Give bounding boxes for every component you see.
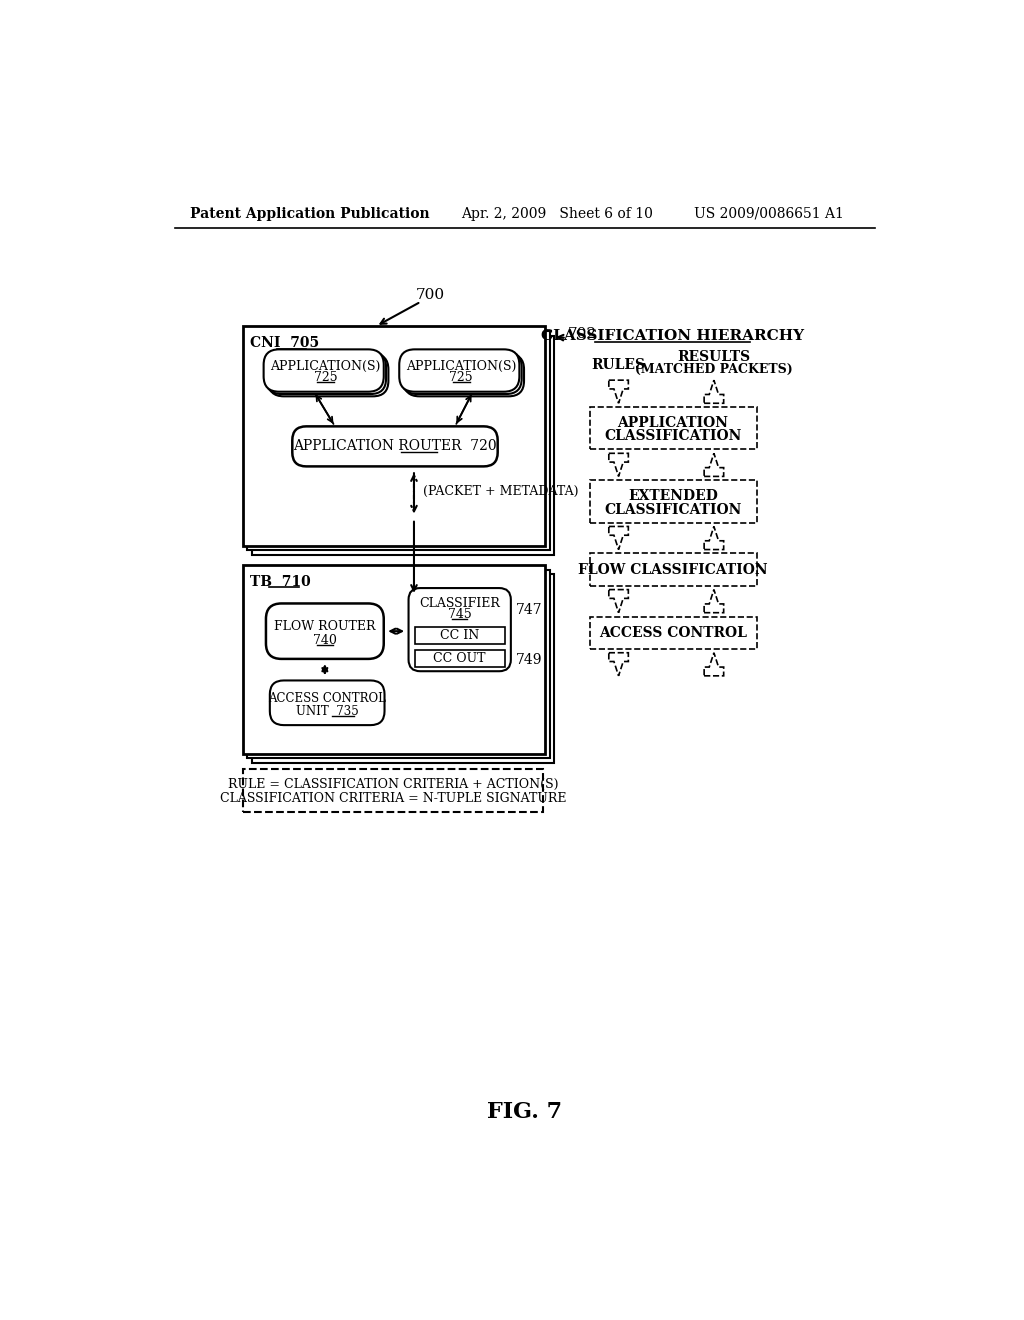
Text: FIG. 7: FIG. 7: [487, 1101, 562, 1122]
FancyBboxPatch shape: [590, 616, 757, 649]
Text: 725: 725: [450, 371, 473, 384]
Text: CLASSIFICATION HIERARCHY: CLASSIFICATION HIERARCHY: [542, 329, 805, 342]
FancyBboxPatch shape: [590, 553, 757, 586]
Text: ACCESS CONTROL: ACCESS CONTROL: [268, 693, 386, 705]
FancyBboxPatch shape: [252, 335, 554, 554]
Text: Patent Application Publication: Patent Application Publication: [190, 207, 430, 220]
FancyBboxPatch shape: [252, 574, 554, 763]
Text: 725: 725: [313, 371, 338, 384]
Text: CC OUT: CC OUT: [433, 652, 486, 665]
Text: 747: 747: [515, 603, 542, 616]
FancyBboxPatch shape: [403, 354, 524, 396]
FancyBboxPatch shape: [243, 770, 544, 812]
Text: UNIT  735: UNIT 735: [296, 705, 358, 718]
FancyBboxPatch shape: [270, 681, 385, 725]
Text: 749: 749: [515, 652, 542, 667]
FancyBboxPatch shape: [415, 627, 505, 644]
Text: RULE = CLASSIFICATION CRITERIA + ACTION(S): RULE = CLASSIFICATION CRITERIA + ACTION(…: [227, 777, 558, 791]
Text: EXTENDED: EXTENDED: [628, 488, 718, 503]
Text: RULES: RULES: [592, 358, 645, 372]
FancyBboxPatch shape: [266, 603, 384, 659]
Text: 745: 745: [447, 607, 472, 620]
Text: RESULTS: RESULTS: [677, 350, 751, 364]
Text: APPLICATION: APPLICATION: [617, 416, 728, 429]
Text: (MATCHED PACKETS): (MATCHED PACKETS): [635, 363, 793, 376]
Text: CNI  705: CNI 705: [251, 337, 319, 350]
Text: APPLICATION ROUTER  720: APPLICATION ROUTER 720: [293, 440, 497, 453]
FancyBboxPatch shape: [292, 426, 498, 466]
Text: 700: 700: [416, 289, 444, 302]
FancyBboxPatch shape: [243, 326, 545, 545]
Text: CLASSIFICATION CRITERIA = N-TUPLE SIGNATURE: CLASSIFICATION CRITERIA = N-TUPLE SIGNAT…: [220, 792, 566, 805]
Text: 740: 740: [313, 634, 337, 647]
Text: CLASSIFICATION: CLASSIFICATION: [604, 503, 741, 516]
FancyBboxPatch shape: [248, 570, 550, 758]
Text: (PACKET + METADATA): (PACKET + METADATA): [423, 486, 579, 499]
Text: 702: 702: [568, 327, 597, 341]
FancyBboxPatch shape: [248, 331, 550, 550]
Text: FLOW CLASSIFICATION: FLOW CLASSIFICATION: [578, 562, 768, 577]
Text: CC IN: CC IN: [440, 628, 479, 642]
FancyBboxPatch shape: [409, 589, 511, 671]
Text: CLASSIFICATION: CLASSIFICATION: [604, 429, 741, 444]
Text: ACCESS CONTROL: ACCESS CONTROL: [599, 626, 746, 640]
Text: US 2009/0086651 A1: US 2009/0086651 A1: [693, 207, 844, 220]
Text: Apr. 2, 2009   Sheet 6 of 10: Apr. 2, 2009 Sheet 6 of 10: [461, 207, 653, 220]
Text: APPLICATION(S): APPLICATION(S): [407, 360, 516, 372]
FancyBboxPatch shape: [243, 565, 545, 754]
Text: FLOW ROUTER: FLOW ROUTER: [274, 620, 376, 634]
FancyBboxPatch shape: [401, 351, 521, 395]
Text: APPLICATION(S): APPLICATION(S): [270, 360, 381, 372]
Text: TB  710: TB 710: [251, 576, 311, 589]
FancyBboxPatch shape: [263, 350, 384, 392]
Text: CLASSIFIER: CLASSIFIER: [419, 597, 500, 610]
FancyBboxPatch shape: [266, 351, 386, 395]
FancyBboxPatch shape: [415, 649, 505, 668]
FancyBboxPatch shape: [268, 354, 388, 396]
FancyBboxPatch shape: [590, 407, 757, 449]
FancyBboxPatch shape: [399, 350, 519, 392]
FancyBboxPatch shape: [590, 480, 757, 523]
